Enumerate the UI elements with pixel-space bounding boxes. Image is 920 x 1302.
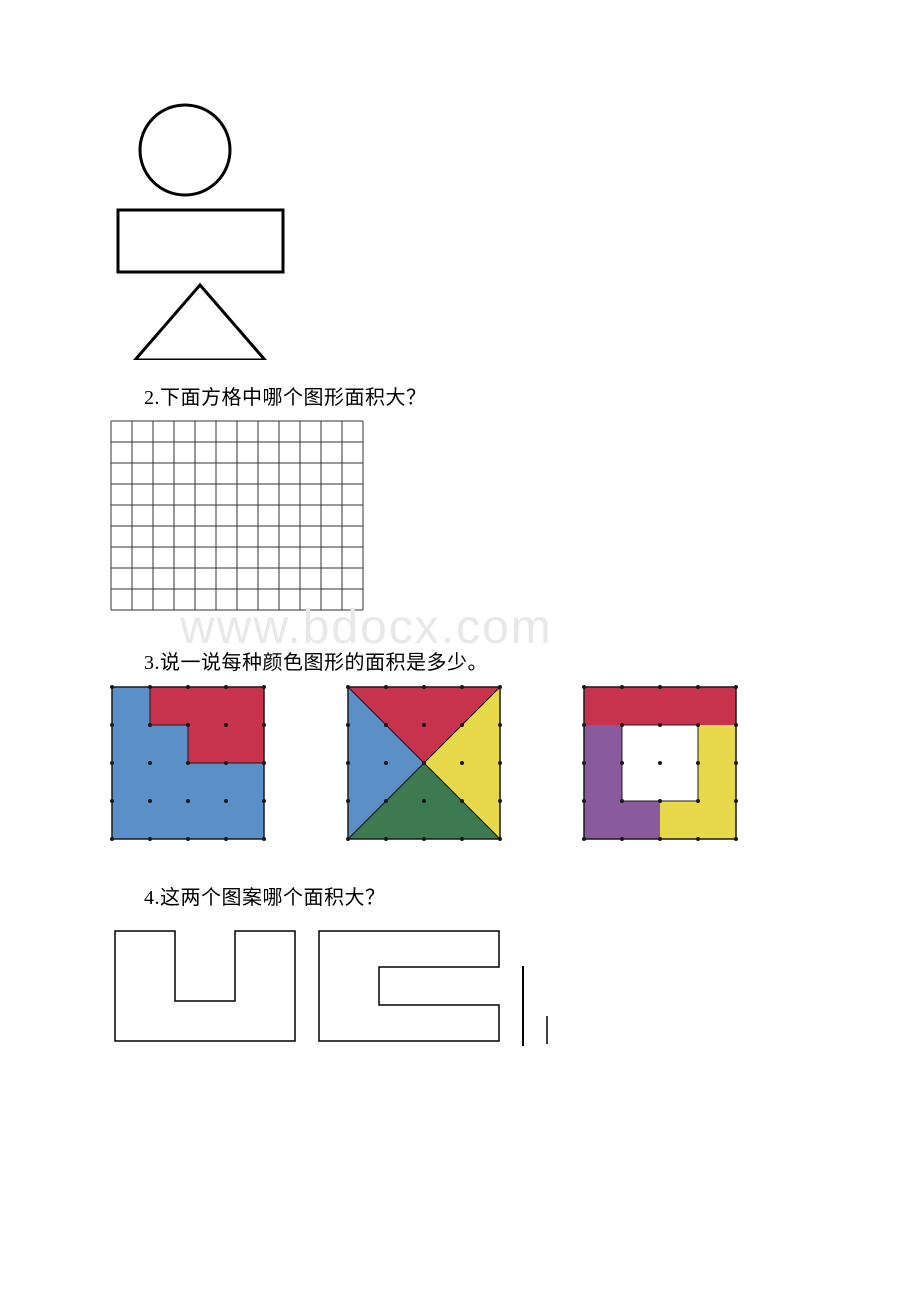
circle-shape: [140, 105, 230, 195]
color-figures-row: [110, 685, 810, 841]
color-figure-1: [110, 685, 266, 841]
blank-grid: [110, 420, 364, 611]
rectangle-shape: [118, 210, 283, 272]
color-figure-3: [582, 685, 738, 841]
color-figure-2: [346, 685, 502, 841]
question-4-text: 4.这两个图案哪个面积大？: [144, 881, 810, 910]
question-2-text: 2.下面方格中哪个图形面积大？: [144, 381, 810, 410]
stray-line-1: [518, 966, 538, 1056]
u-shapes-block: [110, 920, 810, 1061]
stray-line-2: [542, 1016, 562, 1056]
shape-stack: [110, 100, 810, 365]
u-shape-2: [314, 926, 514, 1056]
question-3-text: 3.说一说每种颜色图形的面积是多少。: [144, 646, 810, 675]
triangle-shape: [135, 285, 265, 360]
basic-shapes-svg: [110, 100, 310, 360]
u-shape-1: [110, 926, 310, 1056]
